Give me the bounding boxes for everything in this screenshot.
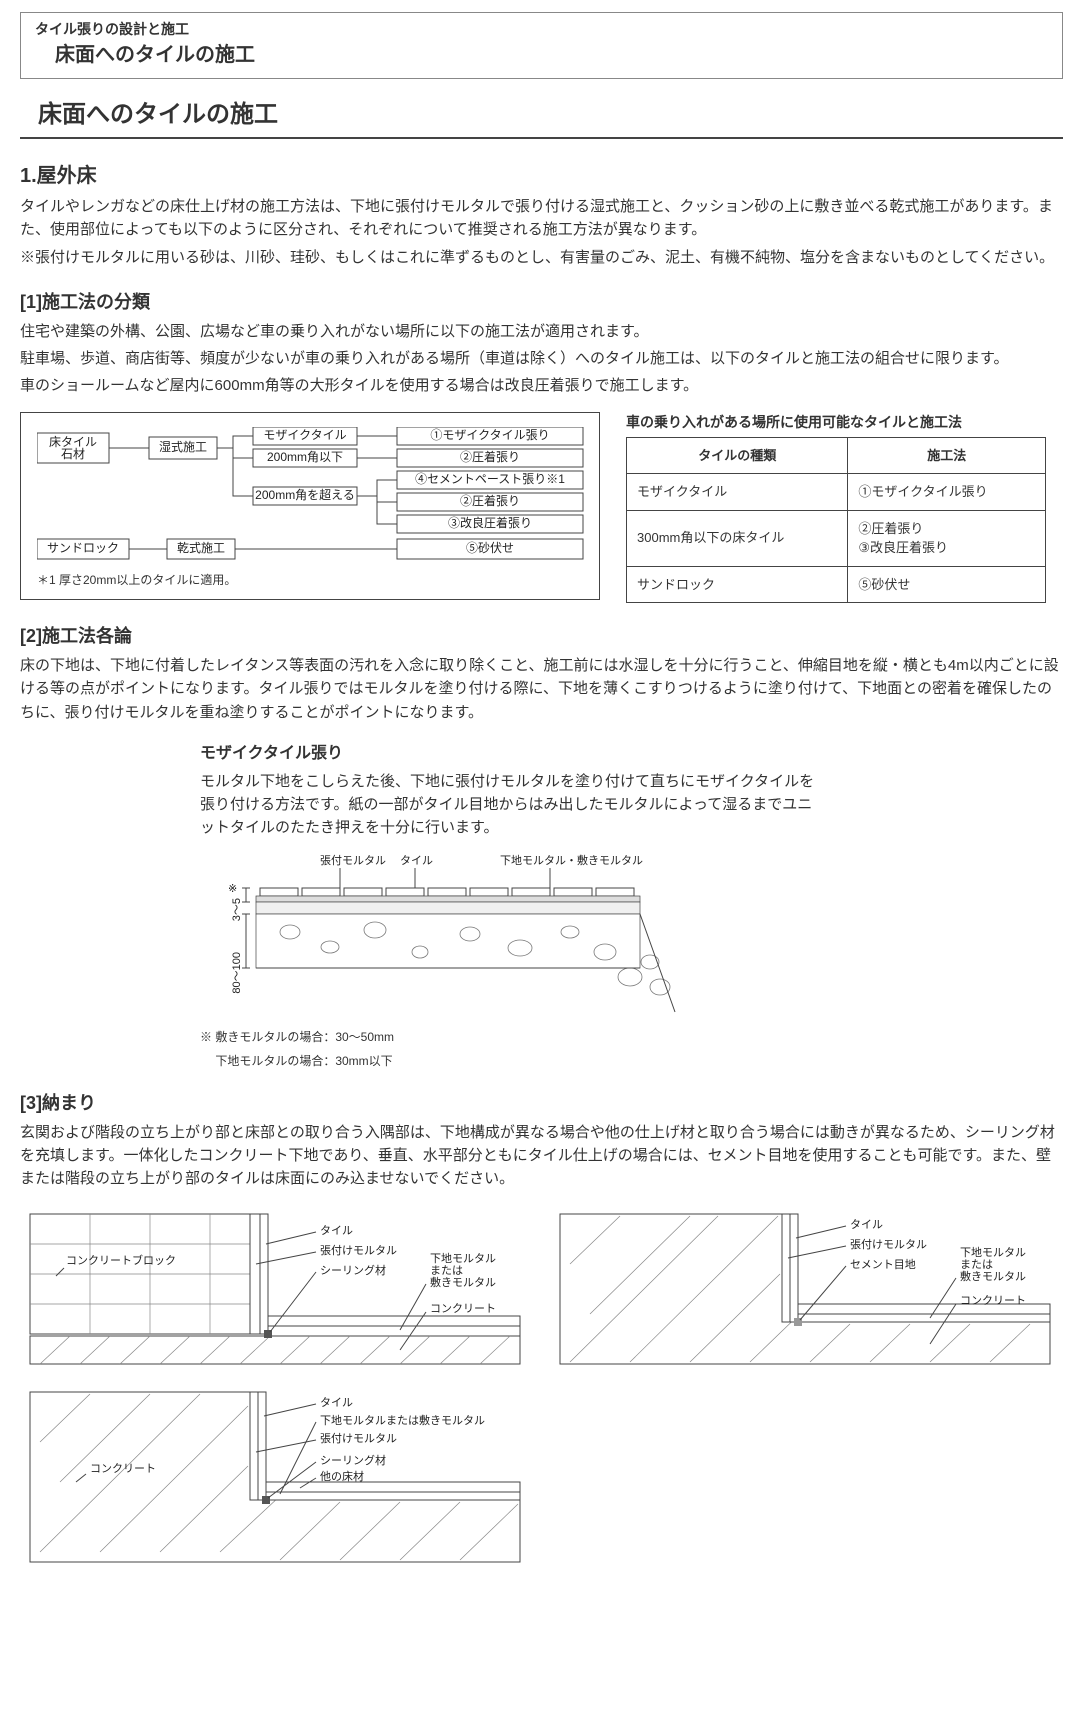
detail-tr: タイル 張付けモルタル セメント目地 下地モルタル または 敷きモルタル コンク… [550, 1204, 1060, 1374]
side-table-title: 車の乗り入れがある場所に使用可能なタイルと施工法 [626, 412, 1046, 433]
section1-heading: 1.屋外床 [20, 161, 1063, 191]
sub1-p3: 車のショールームなど屋内に600mm角等の大形タイルを使用する場合は改良圧着張り… [20, 374, 1063, 397]
svg-text:モザイクタイル: モザイクタイル [263, 428, 346, 442]
lbl-concrete2: コンクリート [90, 1462, 156, 1475]
sub3-heading: [3]納まり [20, 1090, 1063, 1117]
node-wet: 湿式施工 [159, 439, 207, 454]
svg-text:②圧着張り: ②圧着張り [460, 493, 520, 508]
sub2-heading: [2]施工法各論 [20, 623, 1063, 650]
lbl-concrete: コンクリート [430, 1302, 496, 1315]
sub1-p1: 住宅や建築の外構、公園、広場など車の乗り入れがない場所に以下の施工法が適用されま… [20, 320, 1063, 343]
svg-text:コンクリート: コンクリート [960, 1294, 1026, 1307]
detail-right-col: タイル 張付けモルタル セメント目地 下地モルタル または 敷きモルタル コンク… [550, 1204, 1060, 1579]
mosaic-body: モルタル下地をこしらえた後、下地に張付けモルタルを塗り付けて直ちにモザイクタイル… [200, 770, 820, 840]
td: ①モザイクタイル張り [848, 474, 1046, 511]
lbl-block: コンクリートブロック [66, 1253, 176, 1267]
mosaic-title: モザイクタイル張り [200, 742, 820, 766]
page-title: 床面へのタイルの施工 [20, 97, 1063, 139]
sub2-p1: 床の下地は、下地に付着したレイタンス等表面の汚れを入念に取り除くこと、施工前には… [20, 654, 1063, 724]
svg-text:サンドロック: サンドロック [47, 541, 119, 555]
section1-p2: ※張付けモルタルに用いる砂は、川砂、珪砂、もしくはこれに準ずるものとし、有害量の… [20, 246, 1063, 269]
td: ⑤砂伏せ [848, 566, 1046, 603]
detail-bl: コンクリート タイル 下地モルタルまたは敷きモルタル 張付けモルタル シーリング… [20, 1382, 530, 1572]
td: 300mm角以下の床タイル [627, 510, 848, 566]
section1-p1: タイルやレンガなどの床仕上げ材の施工方法は、下地に張付けモルタルで張り付ける湿式… [20, 195, 1063, 242]
flow-wrap: 床タイル 石材 湿式施工 モザイクタイル 200mm角以下 200mm角を超える… [20, 412, 1063, 604]
fig-caption1: ※ 敷きモルタルの場合：30〜50mm [200, 1028, 820, 1046]
mosaic-block: モザイクタイル張り モルタル下地をこしらえた後、下地に張付けモルタルを塗り付けて… [200, 742, 820, 1070]
sub1-p2: 駐車場、歩道、商店街等、頻度が少ないが車の乗り入れがある場所（車道は除く）へのタ… [20, 347, 1063, 370]
svg-text:または: または [960, 1258, 993, 1271]
svg-text:敷きモルタル: 敷きモルタル [960, 1269, 1026, 1283]
lbl-sealing: シーリング材 [320, 1263, 386, 1277]
svg-text:⑤砂伏せ: ⑤砂伏せ [466, 541, 514, 555]
svg-text:②圧着張り: ②圧着張り [460, 449, 520, 464]
svg-text:張付けモルタル: 張付けモルタル [320, 1432, 397, 1445]
svg-text:③改良圧着張り: ③改良圧着張り [448, 515, 532, 530]
detail-row: コンクリートブロック タイル 張付けモルタル [20, 1204, 1063, 1579]
td: ②圧着張り ③改良圧着張り [848, 510, 1046, 566]
header-large: 床面へのタイルの施工 [55, 40, 1048, 70]
fig-caption2: 下地モルタルの場合：30mm以下 [200, 1052, 820, 1070]
svg-text:または: または [430, 1264, 463, 1277]
svg-text:200mm角を超える: 200mm角を超える [255, 487, 355, 502]
detail-left-col: コンクリートブロック タイル 張付けモルタル [20, 1204, 530, 1579]
sub1-heading: [1]施工法の分類 [20, 289, 1063, 316]
svg-text:タイル: タイル [320, 1396, 353, 1409]
lbl-shitaji: 下地モルタル・敷きモルタル [500, 853, 643, 867]
side-table-table: タイルの種類 施工法 モザイクタイル ①モザイクタイル張り 300mm角以下の床… [626, 437, 1046, 604]
svg-text:下地モルタル: 下地モルタル [960, 1246, 1026, 1259]
header-small: タイル張りの設計と施工 [35, 19, 1048, 40]
dim-80-100: 80〜100 [231, 914, 250, 994]
lbl-shitaji: 下地モルタル [430, 1252, 496, 1265]
td: サンドロック [627, 566, 848, 603]
lbl-haritsuke: 張付モルタル [320, 854, 386, 867]
th-type: タイルの種類 [627, 437, 848, 474]
svg-text:石材: 石材 [61, 447, 85, 461]
lbl-tile: タイル [320, 1224, 353, 1237]
svg-text:他の床材: 他の床材 [320, 1469, 364, 1483]
svg-text:200mm角以下: 200mm角以下 [267, 450, 343, 464]
flowchart-footnote: ＊1 厚さ20mm以上のタイルに適用。 [37, 571, 583, 589]
flowchart-svg: 床タイル 石材 湿式施工 モザイクタイル 200mm角以下 200mm角を超える… [37, 427, 585, 563]
svg-text:敷きモルタル: 敷きモルタル [430, 1275, 496, 1289]
th-method: 施工法 [848, 437, 1046, 474]
mosaic-figure: 張付モルタル タイル 下地モルタル・敷きモルタル [200, 852, 820, 1070]
flowchart: 床タイル 石材 湿式施工 モザイクタイル 200mm角以下 200mm角を超える… [20, 412, 600, 600]
lbl-tile: タイル [400, 854, 433, 867]
svg-text:セメント目地: セメント目地 [850, 1258, 916, 1271]
side-table: 車の乗り入れがある場所に使用可能なタイルと施工法 タイルの種類 施工法 モザイク… [626, 412, 1046, 604]
svg-text:シーリング材: シーリング材 [320, 1453, 386, 1467]
sub3-p1: 玄関および階段の立ち上がり部と床部との取り合う入隅部は、下地構成が異なる場合や他… [20, 1121, 1063, 1191]
svg-text:80〜100: 80〜100 [231, 952, 243, 994]
dim-mark: ※ [228, 883, 237, 895]
svg-text:3〜5: 3〜5 [231, 898, 243, 921]
header-box: タイル張りの設計と施工 床面へのタイルの施工 [20, 12, 1063, 79]
svg-text:張付けモルタル: 張付けモルタル [850, 1238, 927, 1251]
svg-text:乾式施工: 乾式施工 [177, 541, 225, 555]
lbl-haritsuke: 張付けモルタル [320, 1244, 397, 1257]
tiles [260, 888, 634, 896]
svg-text:④セメントペースト張り※1: ④セメントペースト張り※1 [415, 472, 565, 486]
detail-tl: コンクリートブロック タイル 張付けモルタル [20, 1204, 530, 1374]
td: モザイクタイル [627, 474, 848, 511]
svg-text:下地モルタルまたは敷きモルタル: 下地モルタルまたは敷きモルタル [320, 1413, 485, 1427]
svg-text:タイル: タイル [850, 1218, 883, 1231]
svg-text:①モザイクタイル張り: ①モザイクタイル張り [430, 428, 549, 442]
